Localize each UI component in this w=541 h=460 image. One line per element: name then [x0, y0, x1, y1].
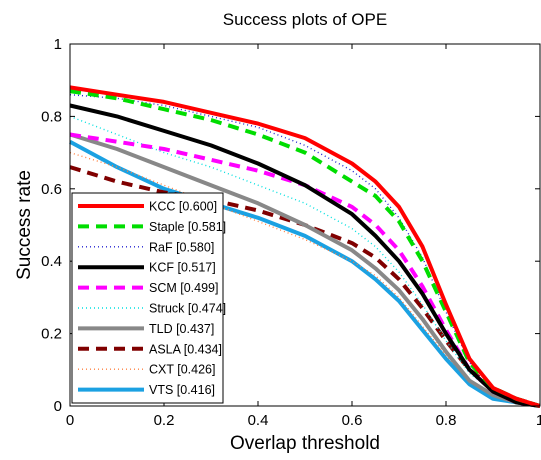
x-axis-label: Overlap threshold [230, 433, 380, 454]
legend: KCC [0.600] Staple [0.581] RaF [0.580] KCF … [71, 192, 226, 404]
legend-label-9: VTS [0.416] [149, 383, 215, 397]
plot-frame [69, 43, 541, 407]
series-line-2 [69, 94, 541, 407]
legend-label-2: RaF [0.580] [149, 240, 214, 254]
x-tick-label: 0 [66, 412, 74, 429]
y-axis-label: Success rate [14, 170, 35, 280]
y-axis-ticks: 0 0.2 0.4 0.6 0.8 1 [41, 36, 540, 415]
y-tick-label: 0.2 [41, 326, 62, 343]
x-tick-label: 0.2 [154, 412, 175, 429]
y-tick-label: 0 [54, 398, 62, 415]
y-tick-label: 0.6 [41, 181, 62, 198]
legend-label-8: CXT [0.426] [149, 363, 215, 377]
x-tick-label: 0.4 [248, 412, 269, 429]
legend-label-5: Struck [0.474] [149, 302, 226, 316]
series-line-8 [69, 151, 541, 407]
x-tick-label: 0.8 [436, 412, 457, 429]
legend-label-4: SCM [0.499] [149, 281, 218, 295]
legend-label-7: ASLA [0.434] [149, 342, 222, 356]
y-tick-label: 1 [54, 36, 62, 53]
legend-label-1: Staple [0.581] [149, 220, 226, 234]
y-tick-label: 0.8 [41, 108, 62, 125]
legend-label-6: TLD [0.437] [149, 322, 214, 336]
x-tick-label: 0.6 [342, 412, 363, 429]
x-tick-label: 1 [536, 412, 541, 429]
series-line-3 [69, 103, 541, 408]
series-line-0 [69, 85, 541, 408]
x-axis-ticks: 0 0.2 0.4 0.6 0.8 1 [66, 44, 541, 429]
series-line-6 [69, 132, 541, 408]
legend-label-3: KCF [0.517] [149, 261, 216, 275]
series-line-4 [69, 132, 541, 408]
y-tick-label: 0.4 [41, 253, 62, 270]
legend-label-0: KCC [0.600] [149, 200, 217, 214]
chart-title: Success plots of OPE [223, 10, 387, 29]
